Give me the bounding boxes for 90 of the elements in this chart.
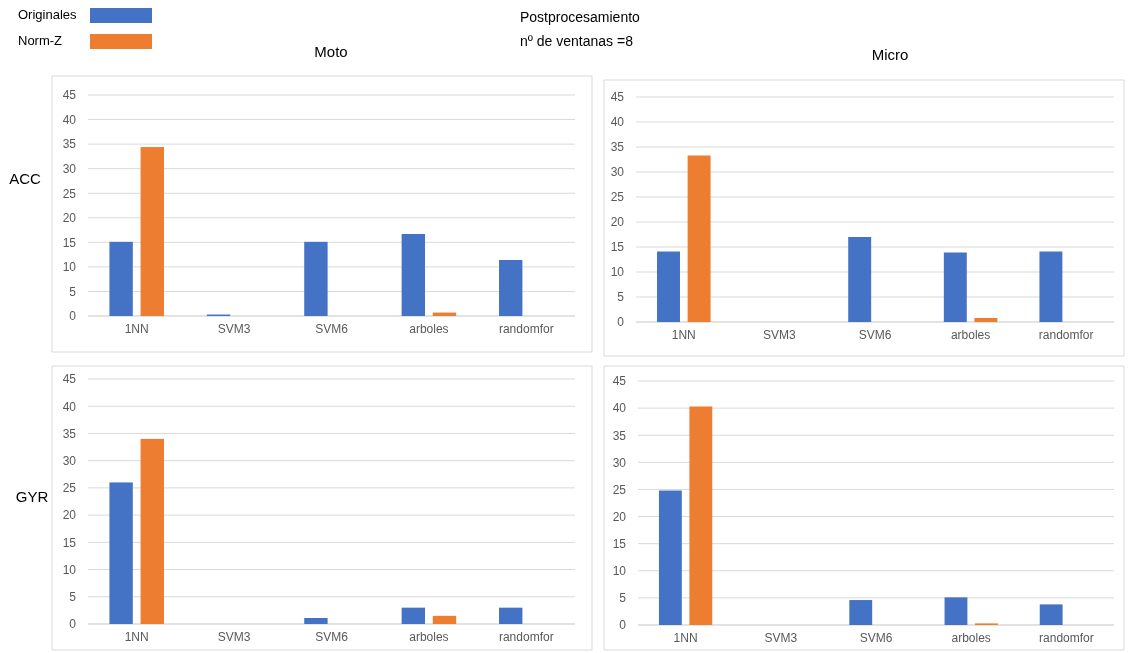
x-tick-label: arboles xyxy=(951,631,991,645)
y-tick-label: 40 xyxy=(612,401,627,416)
x-tick-label: 1NN xyxy=(673,631,698,645)
x-tick-label: SVM3 xyxy=(217,630,251,644)
bar xyxy=(499,260,523,316)
y-tick-label: 5 xyxy=(69,590,77,605)
x-tick-label: arboles xyxy=(409,322,449,336)
bar xyxy=(658,490,682,625)
x-tick-label: SVM3 xyxy=(217,322,251,336)
bar xyxy=(689,406,713,625)
x-tick-label: SVM6 xyxy=(315,630,349,644)
text: Postprocesamiento xyxy=(520,8,641,25)
chart-title: Micro xyxy=(871,46,909,63)
x-tick-label: arboles xyxy=(409,630,449,644)
x-tick-label: SVM3 xyxy=(764,631,798,645)
y-tick-label: 40 xyxy=(62,399,77,414)
x-tick-label: SVM6 xyxy=(859,631,893,645)
bar xyxy=(432,615,457,624)
bar xyxy=(1039,251,1063,322)
bar xyxy=(401,233,425,316)
y-tick-label: 25 xyxy=(612,482,627,497)
y-axis-title: GYR xyxy=(15,487,49,505)
y-tick-label: 5 xyxy=(69,284,77,299)
x-tick-label: 1NN xyxy=(671,328,696,342)
bar xyxy=(304,241,328,316)
y-tick-label: 30 xyxy=(62,161,77,176)
y-tick-label: 35 xyxy=(612,428,627,443)
y-tick-label: 30 xyxy=(612,455,627,470)
x-tick-label: SVM6 xyxy=(315,322,349,336)
bar xyxy=(140,147,164,316)
y-tick-label: 10 xyxy=(62,562,77,577)
legend-label: Norm-Z xyxy=(18,33,63,49)
x-tick-label: randomfor xyxy=(1038,328,1094,342)
bar xyxy=(109,482,133,624)
y-tick-label: 30 xyxy=(62,453,77,468)
y-tick-label: 5 xyxy=(619,591,627,606)
y-tick-label: 20 xyxy=(62,508,77,523)
y-tick-label: 45 xyxy=(610,90,625,105)
y-tick-label: 35 xyxy=(62,137,77,152)
y-tick-label: 45 xyxy=(62,88,77,103)
x-tick-label: 1NN xyxy=(124,322,149,336)
y-tick-label: 0 xyxy=(619,618,627,633)
y-tick-label: 15 xyxy=(62,235,77,250)
y-tick-label: 10 xyxy=(62,260,77,275)
y-tick-label: 5 xyxy=(617,290,625,305)
x-tick-label: randomfor xyxy=(498,630,554,644)
bar xyxy=(943,252,967,322)
y-tick-label: 0 xyxy=(69,309,77,324)
bar xyxy=(974,318,998,322)
bar xyxy=(499,607,523,624)
x-tick-label: randomfor xyxy=(1039,631,1094,645)
x-tick-label: arboles xyxy=(950,328,991,342)
bar xyxy=(401,607,425,624)
bar xyxy=(944,597,968,625)
y-tick-label: 15 xyxy=(612,536,627,551)
y-tick-label: 10 xyxy=(610,265,625,280)
y-tick-label: 15 xyxy=(62,535,77,550)
bar xyxy=(687,155,711,322)
x-tick-label: SVM6 xyxy=(858,328,892,342)
bar xyxy=(848,237,872,322)
text: nº de ventanas =8 xyxy=(520,32,634,49)
bar xyxy=(140,438,164,624)
y-tick-label: 40 xyxy=(610,115,625,130)
y-tick-label: 20 xyxy=(62,211,77,226)
y-tick-label: 45 xyxy=(612,374,627,389)
y-tick-label: 35 xyxy=(62,426,77,441)
y-tick-label: 25 xyxy=(610,190,625,205)
y-tick-label: 25 xyxy=(62,481,77,496)
x-tick-label: SVM3 xyxy=(763,328,797,342)
y-tick-label: 15 xyxy=(610,240,625,255)
y-tick-label: 30 xyxy=(610,165,625,180)
legend-label: Originales xyxy=(18,7,78,23)
bar xyxy=(1039,604,1063,625)
y-tick-label: 0 xyxy=(617,315,625,330)
x-tick-label: randomfor xyxy=(498,322,554,336)
bar xyxy=(657,251,680,322)
y-tick-label: 20 xyxy=(610,215,625,230)
y-tick-label: 20 xyxy=(612,509,627,524)
y-tick-label: 35 xyxy=(610,140,625,155)
y-tick-label: 10 xyxy=(612,564,627,579)
y-tick-label: 40 xyxy=(62,112,77,127)
x-tick-label: 1NN xyxy=(124,630,149,644)
y-tick-label: 25 xyxy=(62,186,77,201)
bar xyxy=(849,600,873,625)
bar xyxy=(304,618,328,624)
bar xyxy=(109,241,133,316)
y-tick-label: 45 xyxy=(62,372,77,387)
chart-title: Moto xyxy=(314,43,348,60)
y-axis-title: ACC xyxy=(9,169,41,187)
y-tick-label: 0 xyxy=(69,617,77,632)
